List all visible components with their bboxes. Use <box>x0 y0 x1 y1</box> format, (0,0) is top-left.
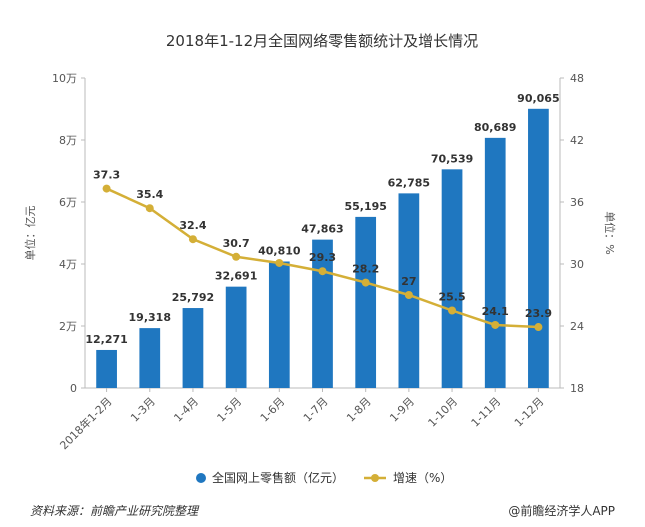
bar <box>484 137 506 388</box>
bar-value-label: 55,195 <box>344 200 386 213</box>
bar-value-label: 70,539 <box>431 152 473 165</box>
y-axis-title-left: 单位：亿元 <box>23 206 37 261</box>
line-point <box>534 323 543 332</box>
bar-value-label: 90,065 <box>517 92 559 105</box>
bar-value-label: 32,691 <box>215 270 257 283</box>
bar <box>441 169 463 388</box>
line-value-label: 35.4 <box>136 188 163 201</box>
bar-value-label: 47,863 <box>301 223 343 236</box>
legend-swatch-dot <box>371 474 379 482</box>
line-value-label: 23.9 <box>525 307 552 320</box>
legend-label-bar: 全国网上零售额（亿元） <box>212 470 344 485</box>
bar <box>139 328 161 388</box>
chart: 2018年1-12月全国网络零售额统计及增长情况 0 2万 4万 6万 8万 10万 18 2… <box>23 32 617 485</box>
x-tick-label: 1-11月 <box>469 395 504 430</box>
bar <box>355 216 377 388</box>
bar-series: 12,27119,31825,79232,69140,81047,86355,1… <box>85 92 560 389</box>
line-point <box>232 252 241 261</box>
x-tick-label: 1-4月 <box>171 395 201 425</box>
line-point <box>491 320 500 329</box>
line-value-label: 32.4 <box>179 219 206 232</box>
bar <box>268 261 290 388</box>
legend-swatch-bar <box>196 473 206 483</box>
source-note: 资料来源：前瞻产业研究院整理 <box>30 504 199 518</box>
line-value-label: 30.7 <box>223 237 250 250</box>
line-point <box>102 184 111 193</box>
line-point <box>275 258 284 267</box>
line-point <box>188 235 197 244</box>
line-value-label: 28.2 <box>352 263 379 276</box>
y-tick-label-left: 8万 <box>59 134 77 147</box>
y-tick-label-left: 4万 <box>59 258 77 271</box>
line-value-label: 27 <box>401 275 416 288</box>
chart-title: 2018年1-12月全国网络零售额统计及增长情况 <box>166 32 478 50</box>
bar <box>312 239 333 388</box>
x-tick-label: 1-6月 <box>258 395 288 425</box>
x-tick-label: 1-7月 <box>301 395 331 425</box>
x-tick-label: 1-10月 <box>426 395 461 430</box>
y-tick-label-left: 10万 <box>52 72 77 85</box>
bar-value-label: 19,318 <box>129 311 171 324</box>
y-tick-label-right: 30 <box>570 258 584 271</box>
line-value-label: 29.3 <box>309 251 336 264</box>
bar <box>528 108 549 389</box>
bar <box>225 286 247 388</box>
bar-value-label: 25,792 <box>172 291 214 304</box>
y-tick-label-left: 6万 <box>59 196 77 209</box>
bar <box>398 193 420 388</box>
line-point <box>318 267 327 276</box>
x-tick-label: 1-5月 <box>215 395 245 425</box>
bar-value-label: 62,785 <box>388 176 430 189</box>
x-tick-label: 1-9月 <box>387 395 417 425</box>
y-tick-label-right: 18 <box>570 382 584 395</box>
legend-label-line: 增速（%） <box>393 471 452 485</box>
y-tick-label-right: 48 <box>570 72 584 85</box>
y-tick-label-left: 2万 <box>59 320 77 333</box>
line-point <box>404 291 413 299</box>
line-series: 37.3 35.4 32.4 30.7 29.3 28.2 27 25.5 24.1 23.9 <box>93 169 552 332</box>
y-tick-label-right: 24 <box>570 320 584 333</box>
line-value-label: 37.3 <box>93 169 120 182</box>
y-tick-label-right: 36 <box>570 196 584 209</box>
bar-value-label: 12,271 <box>85 333 127 346</box>
line-point <box>448 306 457 315</box>
legend: 全国网上零售额（亿元） 增速（%） <box>196 470 452 485</box>
x-tick-label: 1-12月 <box>512 395 547 430</box>
brand-watermark: @前瞻经济学人APP <box>508 504 615 518</box>
x-tick-label: 1-3月 <box>128 395 158 425</box>
bar-value-label: 40,810 <box>258 244 301 257</box>
line-point <box>361 278 370 287</box>
y-tick-label-left: 0 <box>70 382 77 395</box>
y-tick-label-right: 42 <box>570 134 584 147</box>
bar-value-label: 80,689 <box>474 121 516 134</box>
bar <box>96 349 117 388</box>
line-point <box>145 204 154 213</box>
line-value-label: 24.1 <box>482 305 509 318</box>
x-tick-label: 2018年1-2月 <box>57 394 115 452</box>
line-value-label: 25.5 <box>438 291 465 304</box>
y-axis-title-right: 单位：% <box>603 211 617 254</box>
x-tick-label: 1-8月 <box>344 395 374 425</box>
bar <box>182 308 204 388</box>
